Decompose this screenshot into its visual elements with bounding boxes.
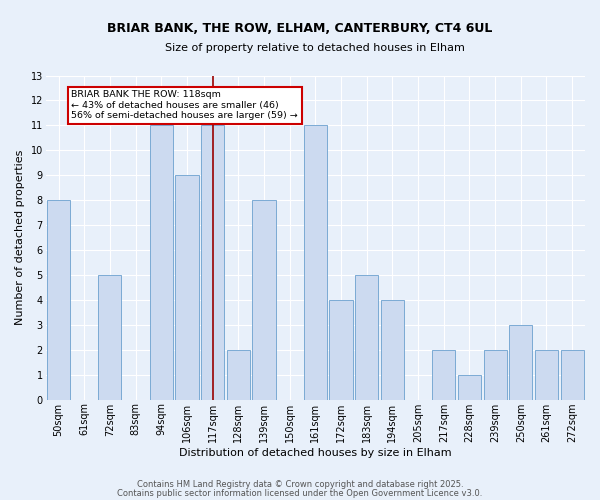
Bar xyxy=(47,200,70,400)
Bar xyxy=(509,325,532,400)
Bar xyxy=(98,275,121,400)
Bar xyxy=(304,126,327,400)
Bar xyxy=(175,175,199,400)
Text: Contains HM Land Registry data © Crown copyright and database right 2025.: Contains HM Land Registry data © Crown c… xyxy=(137,480,463,489)
X-axis label: Distribution of detached houses by size in Elham: Distribution of detached houses by size … xyxy=(179,448,452,458)
Bar xyxy=(432,350,455,400)
Bar xyxy=(150,126,173,400)
Bar xyxy=(355,275,378,400)
Bar xyxy=(381,300,404,400)
Bar xyxy=(201,126,224,400)
Bar xyxy=(253,200,275,400)
Text: BRIAR BANK THE ROW: 118sqm
← 43% of detached houses are smaller (46)
56% of semi: BRIAR BANK THE ROW: 118sqm ← 43% of deta… xyxy=(71,90,298,120)
Text: BRIAR BANK, THE ROW, ELHAM, CANTERBURY, CT4 6UL: BRIAR BANK, THE ROW, ELHAM, CANTERBURY, … xyxy=(107,22,493,36)
Bar xyxy=(535,350,558,400)
Title: Size of property relative to detached houses in Elham: Size of property relative to detached ho… xyxy=(166,42,465,52)
Text: Contains public sector information licensed under the Open Government Licence v3: Contains public sector information licen… xyxy=(118,490,482,498)
Bar xyxy=(227,350,250,400)
Y-axis label: Number of detached properties: Number of detached properties xyxy=(15,150,25,326)
Bar xyxy=(458,374,481,400)
Bar xyxy=(560,350,584,400)
Bar xyxy=(484,350,506,400)
Bar xyxy=(329,300,353,400)
